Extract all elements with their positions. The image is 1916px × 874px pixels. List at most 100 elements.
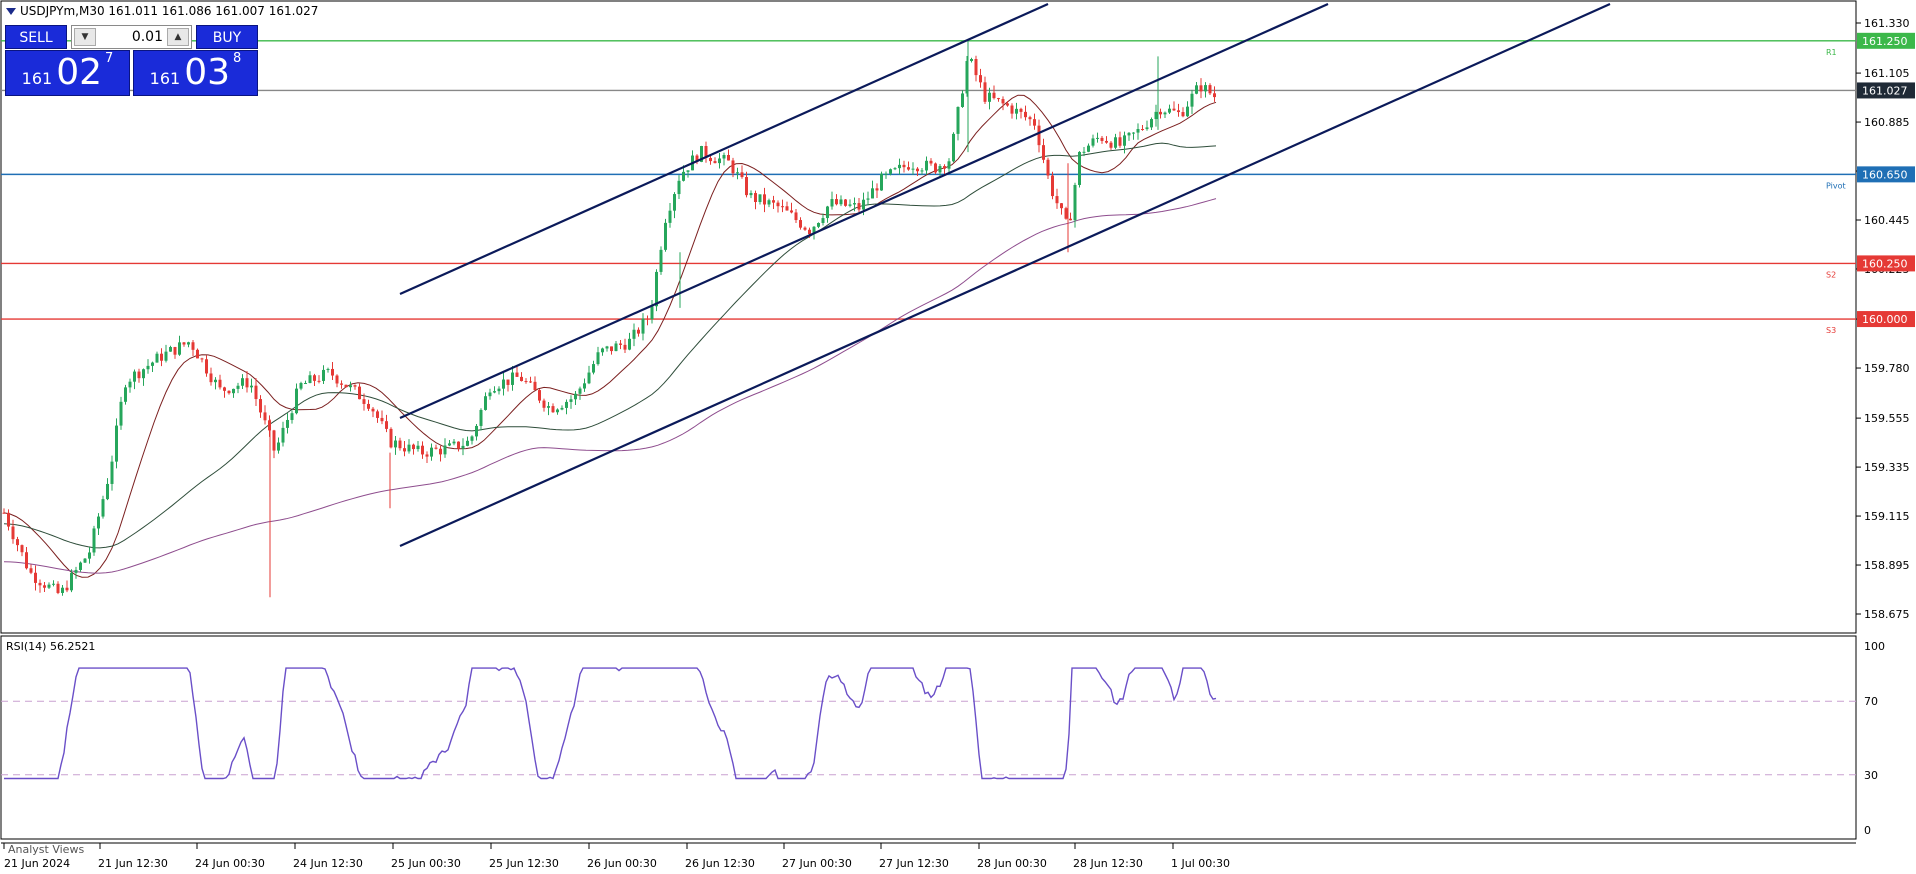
candle-body [160, 353, 163, 361]
price-tag-box [1857, 82, 1915, 99]
candle-body [376, 411, 379, 418]
candle-body [250, 385, 253, 388]
time-axis: 21 Jun 2024 21 Jun 12:30 24 Jun 00:30 24 Ju… [3, 843, 1230, 870]
candle-body [227, 390, 231, 394]
candle-body [560, 407, 564, 410]
candle-body [430, 447, 433, 457]
channel-lines[interactable] [399, 2, 1611, 548]
candle-body [254, 385, 258, 400]
sell-price-box[interactable]: 161 02 7 [5, 50, 130, 96]
price-tag-box [1857, 311, 1915, 328]
candle-body [1114, 137, 1117, 148]
candle-body [1213, 93, 1216, 98]
candle-body [29, 568, 33, 573]
candle-body [1105, 140, 1108, 143]
candle-body [889, 169, 892, 174]
candle-body [902, 164, 906, 168]
buy-button[interactable]: BUY [196, 25, 258, 49]
candle-body [587, 372, 591, 384]
main-chart-frame [0, 0, 1857, 634]
candle-body [1141, 129, 1144, 131]
candle-body [844, 199, 847, 206]
candle-body [259, 399, 262, 413]
sell-price-sup: 7 [105, 51, 114, 66]
lot-size-field[interactable]: ▼ 0.01 ▲ [71, 25, 192, 49]
time-label: 24 Jun 12:30 [293, 857, 363, 870]
candle-body [281, 427, 285, 443]
candle-body [1051, 175, 1054, 197]
sell-button[interactable]: SELL [5, 25, 67, 49]
candle-body [2, 512, 6, 514]
candle-body [1015, 108, 1018, 114]
one-click-trading-panel[interactable]: SELL ▼ 0.01 ▲ BUY 161 02 7 161 03 8 [5, 25, 258, 97]
lot-increase-arrow-icon[interactable]: ▲ [167, 28, 189, 46]
candle-body [52, 583, 55, 585]
candle-body [1181, 112, 1185, 117]
candle-body [295, 388, 298, 414]
candle-body [592, 364, 595, 373]
candle-body [178, 342, 181, 355]
candle-body [1109, 142, 1113, 148]
candle-body [542, 400, 546, 408]
candle-body [745, 177, 748, 196]
candle-body [961, 93, 964, 107]
lot-size-value[interactable]: 0.01 [131, 29, 163, 45]
candle-body [997, 98, 1000, 100]
dropdown-triangle-icon[interactable] [6, 8, 16, 15]
candle-body [241, 378, 244, 386]
candle-body [209, 373, 213, 383]
candles [2, 40, 1216, 598]
candle-body [47, 584, 51, 588]
candle-body [574, 393, 577, 400]
candle-body [736, 172, 739, 174]
candle-body [911, 168, 915, 170]
candle-body [974, 59, 978, 76]
candle-body [196, 349, 199, 359]
candle-body [1199, 85, 1203, 92]
candle-body [205, 359, 208, 374]
candle-body [632, 329, 636, 339]
candle-body [236, 385, 240, 389]
candle-body [421, 445, 424, 455]
candle-body [61, 587, 64, 593]
candle-body [164, 351, 168, 361]
price-tick-label: 158.675 [1864, 608, 1910, 621]
lot-decrease-arrow-icon[interactable]: ▼ [74, 28, 96, 46]
candle-body [502, 379, 505, 389]
price-tag-label: 160.650 [1862, 168, 1908, 181]
time-label: 25 Jun 12:30 [489, 857, 559, 870]
candle-body [232, 388, 235, 394]
candle-body [416, 445, 420, 450]
candle-body [524, 381, 528, 383]
candle-body [722, 155, 726, 159]
candle-body [326, 368, 330, 370]
candle-body [812, 226, 816, 235]
rsi-level-label: 30 [1864, 769, 1878, 782]
candle-body [817, 222, 820, 227]
candle-body [952, 133, 955, 162]
price-tick-label: 161.330 [1864, 17, 1910, 30]
level-side-label: S3 [1826, 326, 1836, 335]
candle-body [1028, 117, 1032, 120]
candle-body [556, 409, 559, 413]
buy-price-big: 03 [184, 52, 231, 93]
time-label: 26 Jun 12:30 [685, 857, 755, 870]
time-label: 1 Jul 00:30 [1171, 857, 1230, 870]
candle-body [443, 445, 447, 455]
candle-body [727, 155, 730, 161]
analyst-views-tab[interactable]: Analyst Views [8, 843, 85, 856]
candle-body [835, 199, 838, 205]
candle-body [1118, 137, 1122, 146]
candle-body [1019, 108, 1023, 112]
candle-body [155, 353, 159, 363]
channel-line-middle [399, 2, 1329, 420]
candle-body [520, 376, 523, 382]
candle-body [1078, 151, 1081, 185]
candle-body [538, 390, 541, 401]
buy-price-box[interactable]: 161 03 8 [133, 50, 258, 96]
candle-body [425, 454, 429, 457]
candle-body [115, 425, 118, 462]
candle-body [1154, 111, 1158, 120]
candle-body [407, 444, 411, 452]
